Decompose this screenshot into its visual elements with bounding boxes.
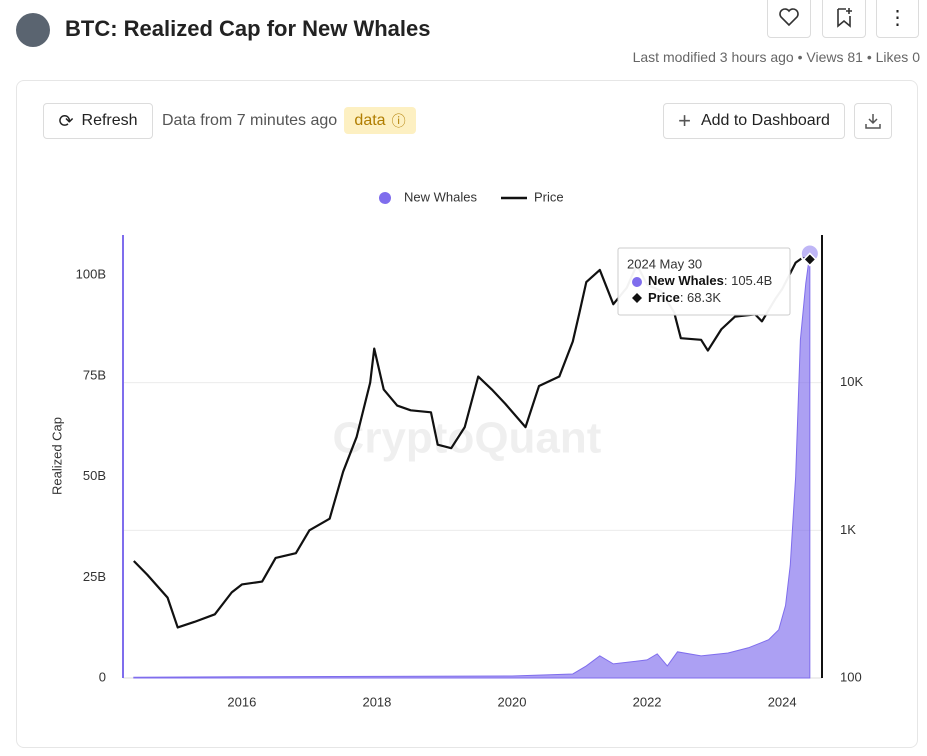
avatar[interactable] bbox=[16, 13, 50, 47]
tooltip-box bbox=[617, 247, 791, 316]
tooltip-swatch bbox=[632, 293, 642, 303]
icon bbox=[779, 8, 799, 27]
y-tick-label: 75B bbox=[83, 367, 106, 382]
badge[interactable]: data ⓘ bbox=[344, 107, 416, 134]
legend-label: New Whales bbox=[404, 189, 477, 204]
x-tick-label: 2022 bbox=[633, 694, 662, 709]
tooltip-marker bbox=[802, 252, 817, 267]
y-tick-label: 100B bbox=[76, 267, 106, 282]
status: Data from 7 minutes ago bbox=[162, 112, 338, 129]
x-tick-label: 2016 bbox=[227, 694, 256, 709]
y-tick-label: 25B bbox=[83, 569, 106, 584]
y-tick-label: 0 bbox=[99, 669, 106, 684]
y-axis-label: Realized Cap bbox=[49, 417, 64, 495]
like-button[interactable] bbox=[767, 0, 811, 38]
y2-tick-label: 10K bbox=[840, 374, 863, 389]
tooltip-title: 2024 May 30 bbox=[627, 256, 702, 271]
x-tick-label: 2018 bbox=[362, 694, 391, 709]
tooltip-sep: : bbox=[724, 273, 731, 288]
tooltip-row: Price: 68.3K bbox=[648, 290, 721, 305]
area bbox=[133, 253, 811, 679]
more-button[interactable]: ⋮ bbox=[876, 0, 919, 38]
tooltip-value: 105.4B bbox=[731, 273, 772, 288]
line bbox=[133, 256, 811, 629]
tooltip-name: Price bbox=[648, 290, 680, 305]
tooltip-value: 68.3K bbox=[687, 290, 721, 305]
tooltip-sep: : bbox=[680, 290, 687, 305]
tooltip: 2024 May 30 New Whales: 105.4B Price: 68.3… bbox=[617, 247, 791, 316]
y-tick-label: 50B bbox=[83, 468, 106, 483]
download-button[interactable] bbox=[854, 103, 892, 139]
tooltip-name: New Whales bbox=[648, 273, 724, 288]
refresh-button[interactable]: ⟳ Refresh bbox=[43, 103, 153, 139]
legend-label: Price bbox=[534, 189, 564, 204]
y2-tick-label: 1K bbox=[840, 522, 856, 537]
page-title: BTC: Realized Cap for New Whales bbox=[65, 16, 431, 41]
badge-label: data bbox=[354, 111, 386, 129]
x-tick-label: 2024 bbox=[768, 694, 797, 709]
card bbox=[16, 80, 918, 748]
tooltip-row: New Whales: 105.4B bbox=[648, 273, 772, 288]
add-label: Add to Dashboard bbox=[700, 112, 830, 129]
icon bbox=[865, 114, 881, 129]
meta: Last modified 3 hours ago • Views 81 • L… bbox=[632, 49, 920, 65]
legend-marker bbox=[379, 192, 391, 204]
bookmark-button[interactable] bbox=[822, 0, 866, 38]
y2-tick-label: 100 bbox=[840, 669, 862, 684]
tooltip-swatch bbox=[632, 277, 642, 287]
icon bbox=[837, 8, 852, 28]
add-dashboard-button[interactable]: + Add to Dashboard bbox=[663, 103, 845, 139]
refresh-label: Refresh bbox=[81, 112, 138, 129]
x-tick-label: 2020 bbox=[498, 694, 527, 709]
